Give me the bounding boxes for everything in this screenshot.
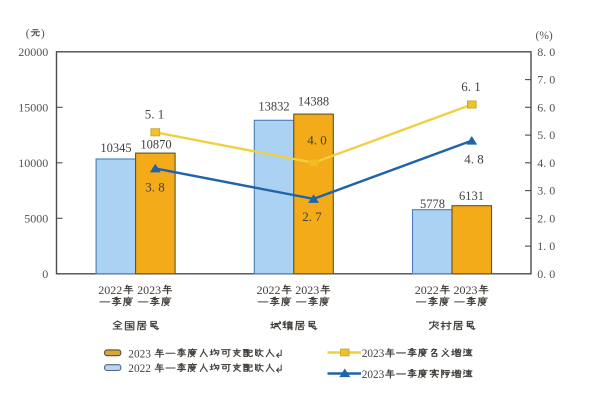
svg-text:(%): (%) xyxy=(536,30,553,42)
svg-text:6131: 6131 xyxy=(459,189,484,203)
svg-text:2023: 2023 xyxy=(295,283,319,297)
svg-text:(: ( xyxy=(26,28,30,40)
svg-text:2023: 2023 xyxy=(137,283,161,297)
svg-text:0. 0: 0. 0 xyxy=(537,267,555,281)
svg-text:): ) xyxy=(41,28,45,40)
svg-text:20000: 20000 xyxy=(18,45,48,59)
svg-text:6. 1: 6. 1 xyxy=(461,79,481,94)
svg-text:2023: 2023 xyxy=(454,283,478,297)
svg-text:2023: 2023 xyxy=(362,369,385,381)
svg-text:5. 0: 5. 0 xyxy=(537,128,555,142)
svg-text:5778: 5778 xyxy=(420,197,445,211)
svg-text:8. 0: 8. 0 xyxy=(537,45,555,59)
svg-text:2022: 2022 xyxy=(257,283,281,297)
svg-text:4. 8: 4. 8 xyxy=(464,152,484,167)
svg-text:2022: 2022 xyxy=(128,363,151,375)
svg-text:2. 0: 2. 0 xyxy=(537,211,555,225)
svg-text:10870: 10870 xyxy=(140,138,171,152)
svg-text:5000: 5000 xyxy=(24,211,48,225)
svg-text:10000: 10000 xyxy=(18,156,48,170)
svg-text:7. 0: 7. 0 xyxy=(537,73,555,87)
svg-text:2022: 2022 xyxy=(415,283,439,297)
svg-text:4. 0: 4. 0 xyxy=(537,156,555,170)
svg-text:13832: 13832 xyxy=(258,100,289,114)
svg-text:5. 1: 5. 1 xyxy=(145,107,165,122)
svg-text:10345: 10345 xyxy=(100,141,131,155)
svg-text:1. 0: 1. 0 xyxy=(537,239,555,253)
svg-text:0: 0 xyxy=(42,267,48,281)
svg-text:15000: 15000 xyxy=(18,100,48,114)
svg-text:14388: 14388 xyxy=(298,95,329,109)
svg-text:2. 7: 2. 7 xyxy=(302,209,322,224)
svg-text:6. 0: 6. 0 xyxy=(537,100,555,114)
svg-text:2023: 2023 xyxy=(128,348,151,360)
svg-text:3. 0: 3. 0 xyxy=(537,184,555,198)
svg-text:2022: 2022 xyxy=(98,283,122,297)
svg-text:4. 0: 4. 0 xyxy=(307,133,327,148)
svg-text:2023: 2023 xyxy=(362,348,385,360)
svg-text:3. 8: 3. 8 xyxy=(145,180,165,195)
